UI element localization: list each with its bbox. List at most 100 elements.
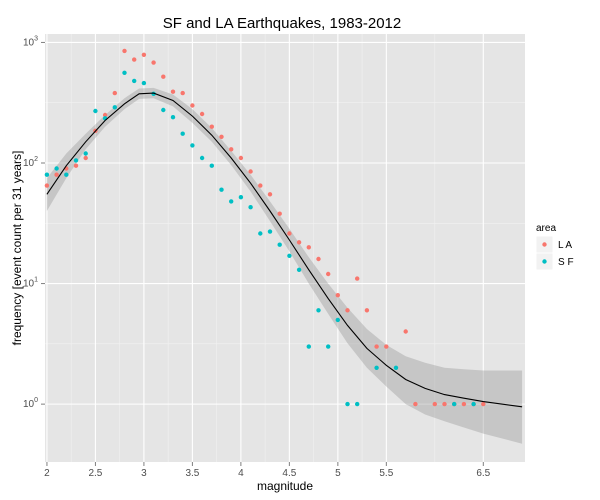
x-tick-label: 6.5 — [476, 468, 490, 479]
data-point-la — [374, 344, 379, 349]
data-point-sf — [199, 155, 205, 161]
plot-panel — [45, 34, 525, 462]
data-point-sf — [209, 163, 214, 168]
data-point-la — [141, 52, 147, 57]
data-point-la — [73, 163, 79, 168]
data-point-la — [122, 48, 127, 54]
data-point-la — [83, 155, 88, 161]
x-tick-label: 5.5 — [379, 468, 393, 479]
data-point-sf — [54, 166, 59, 171]
data-point-la — [238, 155, 244, 161]
data-point-la — [306, 245, 311, 250]
data-point-la — [199, 111, 205, 117]
data-point-la — [287, 231, 292, 236]
y-tick-exponent: 3 — [34, 35, 38, 42]
grid-minor — [45, 34, 525, 462]
data-point-sf — [296, 267, 302, 272]
data-point-la — [461, 401, 467, 407]
data-point-la — [442, 401, 447, 407]
x-tick-labels: 2 2.5 3 3.5 4 4.5 5 5.5 6.5 — [44, 468, 491, 479]
x-tick-label: 4 — [238, 468, 244, 479]
data-point-sf — [190, 143, 195, 148]
x-tick-label: 4.5 — [282, 468, 296, 479]
data-point-sf — [93, 108, 98, 114]
data-point-sf — [258, 231, 263, 236]
y-tick-label: 101 — [23, 277, 38, 290]
data-point-la — [112, 90, 118, 96]
data-point-la — [229, 147, 234, 152]
data-point-sf — [122, 70, 127, 76]
x-tick-label: 2.5 — [88, 468, 102, 479]
data-point-sf — [393, 365, 399, 370]
chart-title: SF and LA Earthquakes, 1983-2012 — [163, 15, 402, 32]
data-point-la — [364, 308, 370, 313]
data-point-la — [190, 103, 195, 108]
data-point-la — [355, 276, 360, 281]
data-point-la — [44, 183, 50, 188]
data-point-la — [258, 183, 263, 188]
smooth-line — [46, 92, 523, 408]
legend-label-la: L A — [558, 240, 572, 251]
data-point-la — [432, 401, 437, 407]
data-point-sf — [287, 253, 292, 258]
y-tick-base: 10 — [23, 37, 35, 48]
data-point-la — [384, 344, 389, 349]
data-point-sf — [141, 80, 147, 86]
data-point-sf — [229, 199, 234, 204]
data-point-la — [326, 271, 331, 277]
data-point-sf — [267, 229, 273, 234]
grid-major — [45, 34, 525, 462]
legend-label-sf: S F — [558, 257, 574, 268]
data-point-sf — [316, 308, 321, 313]
data-point-la — [481, 401, 486, 407]
legend-title: area — [536, 223, 556, 234]
data-point-sf — [248, 205, 253, 210]
data-point-sf — [345, 401, 350, 407]
data-point-la — [403, 329, 408, 334]
legend-item-sf: S F — [535, 252, 574, 271]
data-point-la — [170, 89, 176, 94]
data-point-sf — [326, 344, 331, 349]
legend: area L A S F — [535, 223, 574, 271]
data-point-la — [248, 169, 253, 174]
data-point-la — [161, 74, 166, 79]
data-point-sf — [238, 195, 244, 200]
data-point-la — [267, 192, 273, 197]
x-tick-label: 5 — [335, 468, 341, 479]
data-point-la — [132, 57, 137, 62]
data-point-sf — [170, 115, 176, 120]
data-point-sf — [64, 172, 69, 177]
data-point-sf — [374, 365, 379, 370]
data-point-la — [277, 211, 282, 216]
data-point-sf — [73, 158, 79, 163]
y-tick-exponent: 0 — [34, 397, 38, 404]
data-point-la — [335, 293, 340, 298]
data-point-la — [413, 401, 418, 407]
y-tick-exponent: 1 — [34, 277, 38, 284]
x-tick-label: 2 — [44, 468, 50, 479]
data-point-la — [102, 112, 108, 118]
data-point-sf — [161, 107, 166, 113]
data-point-la — [54, 172, 59, 177]
data-point-la — [345, 308, 350, 313]
y-tick-label: 100 — [23, 397, 38, 410]
confidence-ribbon — [46, 87, 523, 444]
data-point-la — [151, 60, 156, 65]
x-tick-label: 3 — [141, 468, 147, 479]
data-point-sf — [180, 131, 185, 136]
data-point-sf — [219, 187, 224, 192]
data-point-sf — [277, 242, 282, 247]
y-axis-title: frequency [event count per 31 years] — [10, 151, 24, 346]
axis-ticks — [41, 41, 484, 466]
x-axis-title: magnitude — [257, 479, 313, 493]
confidence-band — [46, 87, 523, 444]
data-point-sf — [112, 105, 118, 110]
data-point-sf — [83, 151, 88, 156]
data-point-sf — [44, 172, 50, 177]
legend-dot-la — [542, 242, 547, 247]
y-tick-exponent: 2 — [34, 156, 38, 163]
data-point-sf — [132, 78, 137, 84]
data-point-la — [316, 256, 321, 262]
